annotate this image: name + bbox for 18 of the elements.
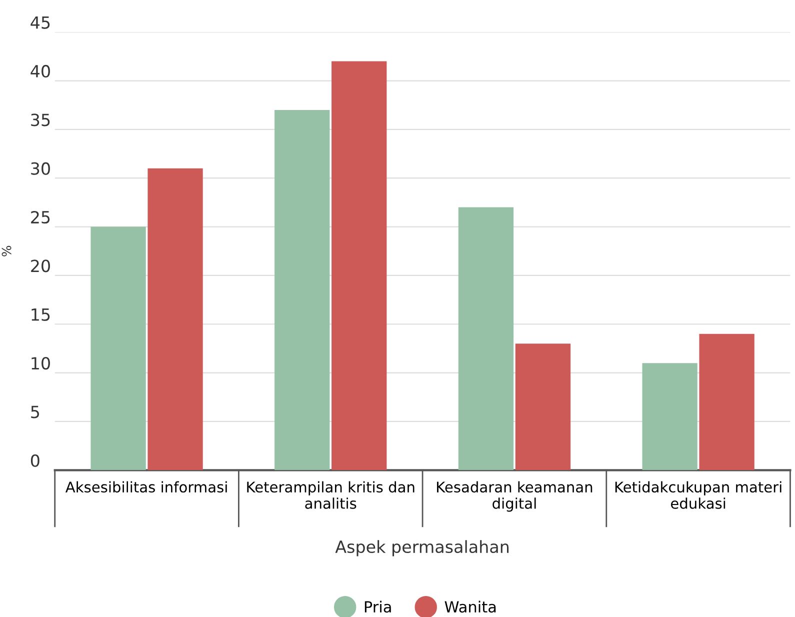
y-tick-label: 25	[31, 210, 50, 224]
y-tick-label: 10	[32, 356, 50, 370]
y-tick-label: 35	[31, 114, 50, 126]
y-tick-label: 5	[31, 406, 40, 418]
y-tick-label: 30	[31, 162, 50, 175]
x-tick-label: Aksesibilitas informasi	[65, 481, 227, 493]
x-tick-label: Ketidakcukupan materi edukasi	[615, 481, 782, 509]
x-axis-title: Aspek permasalahan	[335, 540, 509, 556]
y-tick-label: 40	[30, 64, 50, 78]
y-tick-label: 20	[31, 260, 50, 272]
y-axis-title: %	[2, 246, 12, 256]
legend-label: Wanita	[444, 600, 496, 613]
legend-label: Pria	[364, 600, 391, 613]
y-tick-label: 15	[32, 308, 50, 321]
x-tick-label: Kesadaran keamanan digital	[437, 481, 592, 512]
y-tick-label: 45	[30, 16, 50, 29]
y-tick-label: 0	[30, 454, 40, 467]
x-tick-label: Keterampilan kritis dan analitis	[247, 481, 414, 509]
